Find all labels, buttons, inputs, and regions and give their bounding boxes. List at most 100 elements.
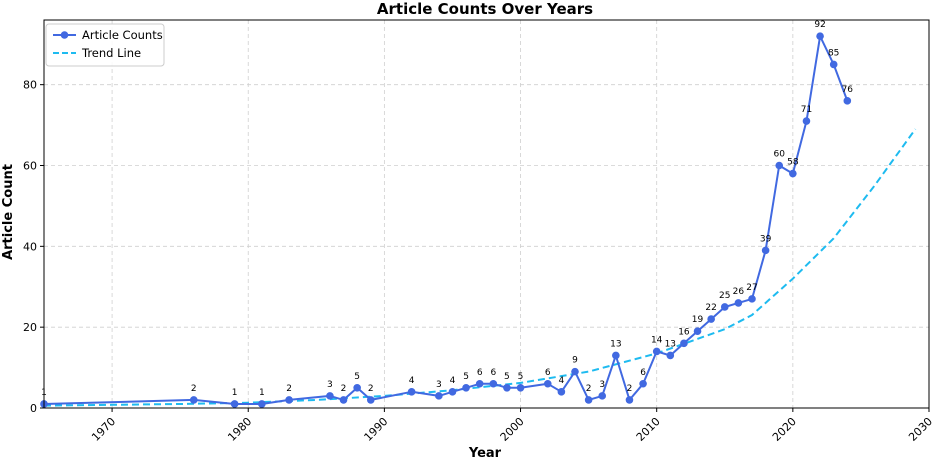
- data-point: [598, 392, 607, 400]
- legend-label-article-counts: Article Counts: [82, 28, 163, 42]
- data-label: 27: [746, 283, 757, 293]
- data-point: [475, 379, 484, 388]
- data-point: [407, 388, 416, 396]
- data-point: [571, 367, 579, 376]
- data-point: [816, 32, 824, 40]
- data-point: [775, 161, 784, 170]
- y-tick-label: 0: [30, 402, 37, 415]
- data-label: 2: [191, 384, 197, 394]
- data-point: [326, 392, 334, 400]
- data-point: [680, 339, 688, 348]
- data-point: [693, 327, 702, 336]
- data-point: [612, 351, 620, 360]
- data-label: 19: [692, 315, 704, 325]
- data-label: 5: [518, 372, 524, 382]
- data-label: 1: [259, 388, 265, 398]
- x-tick-label: 2020: [770, 415, 799, 444]
- data-label: 2: [286, 384, 292, 394]
- data-label: 9: [572, 356, 578, 366]
- data-label: 92: [814, 20, 825, 30]
- data-label: 2: [586, 384, 592, 394]
- y-tick-label: 20: [23, 321, 37, 334]
- data-label: 6: [640, 368, 646, 378]
- data-label: 4: [409, 376, 415, 386]
- data-point: [666, 351, 675, 360]
- data-point: [230, 400, 239, 408]
- chart-title: Article Counts Over Years: [377, 0, 593, 18]
- data-label: 3: [436, 380, 442, 390]
- data-label: 3: [599, 380, 605, 390]
- data-label: 60: [774, 150, 786, 160]
- data-label: 6: [477, 368, 483, 378]
- data-label: 2: [368, 384, 374, 394]
- data-label: 5: [504, 372, 510, 382]
- data-point: [543, 379, 552, 388]
- data-point: [652, 347, 661, 356]
- data-point: [829, 60, 838, 69]
- data-point: [435, 392, 443, 400]
- x-tick-label: 2000: [498, 415, 527, 444]
- data-label: 2: [627, 384, 633, 394]
- data-label: 14: [651, 335, 663, 345]
- x-tick-label: 1990: [362, 415, 391, 444]
- data-point: [720, 303, 729, 311]
- legend-marker-article-counts: [60, 31, 69, 39]
- data-label: 13: [610, 339, 621, 349]
- data-label: 25: [719, 291, 730, 301]
- data-label: 4: [559, 376, 565, 386]
- data-point: [707, 315, 715, 323]
- article-counts-line: [43, 35, 849, 405]
- data-label: 1: [232, 388, 238, 398]
- data-label: 6: [490, 368, 496, 378]
- x-tick-label: 2010: [634, 415, 663, 444]
- data-label: 4: [450, 376, 456, 386]
- data-point: [353, 383, 361, 392]
- x-tick-label: 1970: [89, 415, 118, 444]
- data-point: [516, 383, 525, 392]
- data-point: [339, 396, 348, 404]
- data-point: [462, 383, 470, 392]
- legend: Article Counts Trend Line: [45, 23, 165, 67]
- y-tick-label: 80: [23, 79, 37, 92]
- grid-layer: [44, 20, 930, 409]
- data-label: 26: [733, 287, 745, 297]
- legend-label-trend-line: Trend Line: [81, 46, 141, 60]
- data-point: [761, 246, 770, 255]
- data-label: 39: [760, 234, 772, 244]
- x-tick-label: 2030: [906, 415, 935, 444]
- data-point: [285, 396, 293, 404]
- data-point: [448, 388, 457, 396]
- data-label: 58: [787, 158, 799, 168]
- plot-frame: [43, 19, 930, 409]
- data-point: [802, 117, 811, 125]
- data-point: [258, 400, 266, 408]
- data-point: [489, 379, 498, 388]
- data-point: [503, 383, 511, 392]
- data-point: [734, 299, 743, 307]
- data-point: [625, 396, 634, 404]
- data-point: [639, 379, 647, 388]
- article-counts-layer: [40, 32, 852, 408]
- data-label: 16: [678, 327, 690, 337]
- data-label: 22: [705, 303, 716, 313]
- data-label: 76: [842, 85, 854, 95]
- data-label: 2: [341, 384, 347, 394]
- data-point: [843, 97, 852, 105]
- data-label: 6: [545, 368, 551, 378]
- data-label: 71: [801, 105, 812, 115]
- y-tick-label: 40: [23, 240, 37, 253]
- ticks-layer: 1970 1980 1990 2000 2010 2020 2030 0 20 40 60 80: [23, 79, 935, 444]
- data-point: [189, 396, 198, 404]
- data-label: 85: [828, 48, 839, 58]
- data-point: [748, 295, 756, 303]
- data-point: [557, 388, 566, 396]
- data-label: 5: [354, 372, 360, 382]
- data-label: 13: [665, 339, 676, 349]
- x-tick-label: 1980: [225, 415, 254, 444]
- y-axis-label: Article Count: [1, 164, 16, 260]
- data-point: [366, 396, 375, 404]
- data-label: 3: [327, 380, 333, 390]
- data-label: 5: [463, 372, 469, 382]
